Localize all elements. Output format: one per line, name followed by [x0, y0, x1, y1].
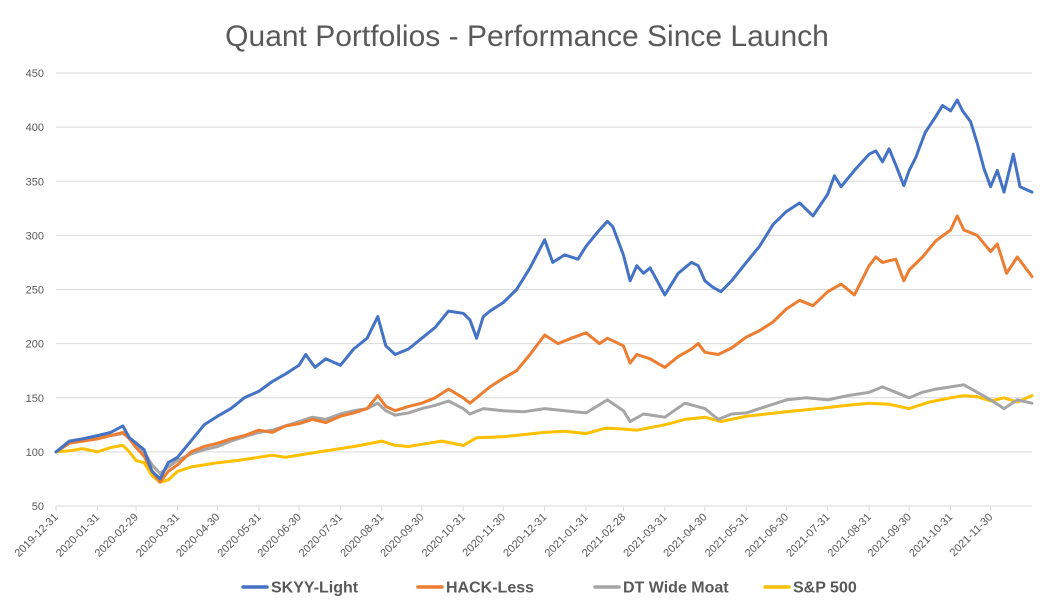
x-tick-label: 2019-12-31	[13, 511, 61, 559]
series-lines	[54, 98, 1034, 484]
x-tick-label: 2021-10-31	[907, 511, 955, 559]
y-tick-label: 450	[26, 68, 44, 80]
x-tick-label: 2021-11-30	[948, 511, 996, 559]
series-line-dt-wide-moat	[54, 383, 1034, 475]
series-line-skyy-light	[54, 98, 1034, 481]
series-line-hack-less	[54, 214, 1034, 484]
x-axis-ticks: 2019-12-312020-01-312020-02-292020-03-31…	[13, 506, 996, 560]
x-tick-label: 2021-09-30	[866, 511, 914, 559]
x-tick-label: 2020-09-30	[378, 511, 426, 559]
legend-label-hack-less: HACK-Less	[446, 580, 534, 597]
y-tick-label: 100	[26, 447, 44, 459]
x-tick-label: 2021-07-31	[784, 511, 832, 559]
x-tick-label: 2021-06-30	[743, 511, 791, 559]
x-tick-label: 2020-12-31	[501, 511, 549, 559]
legend-label-skyy-light: SKYY-Light	[271, 580, 359, 597]
legend-label-s-p-500: S&P 500	[793, 580, 857, 597]
y-tick-label: 400	[26, 122, 44, 134]
y-tick-label: 200	[26, 339, 44, 351]
x-tick-label: 2020-10-31	[420, 511, 468, 559]
y-axis-ticks: 50 100 150 200 250 300 350 400 450	[26, 68, 44, 513]
y-tick-label: 250	[26, 285, 44, 297]
legend-label-dt-wide-moat: DT Wide Moat	[623, 580, 729, 597]
y-tick-label: 150	[26, 393, 44, 405]
y-tick-label: 50	[32, 501, 44, 513]
x-tick-label: 2020-04-30	[174, 511, 222, 559]
x-tick-label: 2021-04-30	[661, 511, 709, 559]
chart-title: Quant Portfolios - Performance Since Lau…	[225, 20, 829, 53]
x-tick-label: 2020-06-30	[256, 511, 304, 559]
y-tick-label: 300	[26, 230, 44, 242]
legend: SKYY-Light HACK-Less DT Wide Moat S&P 500	[241, 580, 857, 597]
x-tick-label: 2020-07-31	[297, 511, 345, 559]
gridlines	[56, 72, 1032, 507]
y-tick-label: 350	[26, 176, 44, 188]
